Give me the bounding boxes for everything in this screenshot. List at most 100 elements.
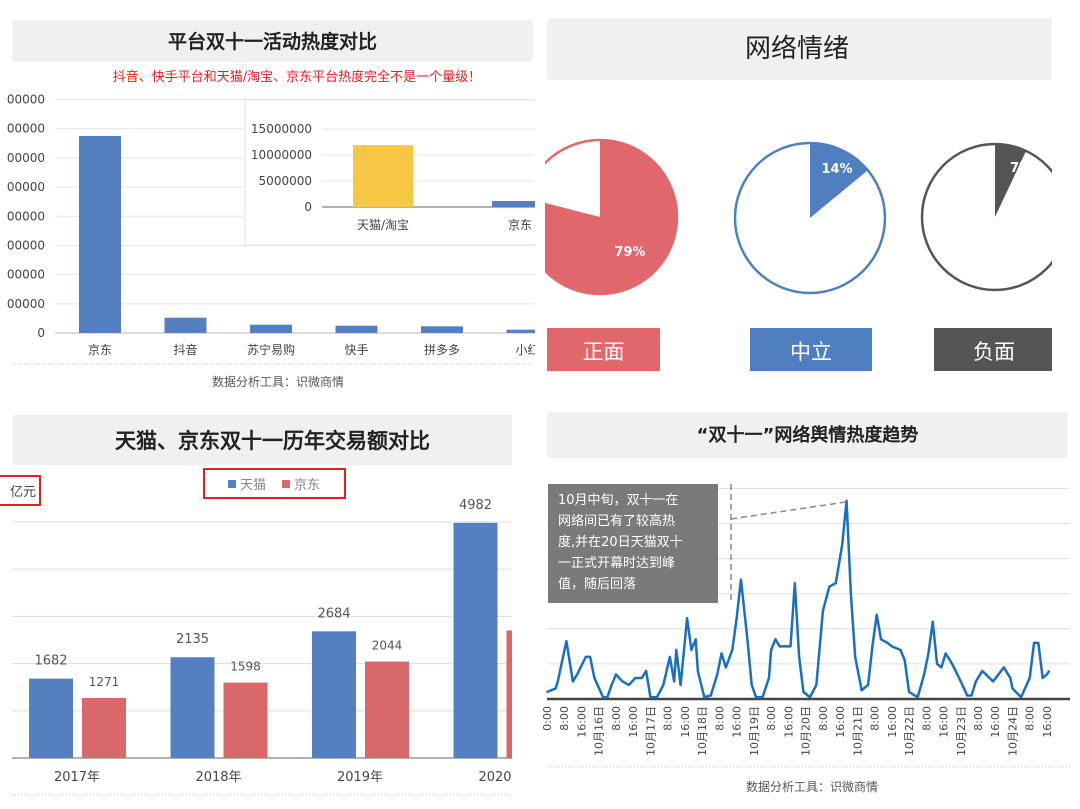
data-label: 1598 bbox=[230, 660, 261, 674]
trend-point bbox=[669, 656, 671, 658]
pie-slice-负面 bbox=[995, 144, 1027, 217]
trend-point bbox=[656, 696, 658, 699]
y-tick-label: 00000 bbox=[7, 209, 45, 223]
unit-label: 亿元 bbox=[10, 485, 36, 500]
bar-京东-2018年 bbox=[223, 682, 268, 758]
trend-point bbox=[981, 670, 984, 672]
y-tick-label: 00000 bbox=[7, 93, 45, 107]
inset-y-tick-label: 0 bbox=[304, 200, 312, 214]
legend-label: 天猫 bbox=[240, 478, 266, 493]
data-label: 2684 bbox=[317, 606, 350, 621]
trend-point bbox=[725, 666, 727, 669]
x-tick-label: 8:00 bbox=[920, 706, 933, 731]
trend-point bbox=[992, 680, 994, 683]
source-label: 数据分析工具：识微商情 bbox=[746, 779, 878, 794]
trend-point bbox=[720, 652, 723, 655]
x-tick-label: 10月23日 bbox=[955, 706, 968, 756]
bar-天猫-2020年 bbox=[453, 522, 498, 758]
trend-point bbox=[903, 659, 906, 662]
title-bar bbox=[547, 412, 1068, 458]
x-tick-label: 16:00 bbox=[1041, 706, 1054, 738]
trend-point bbox=[927, 652, 930, 655]
x-tick-label: 小红 bbox=[515, 342, 539, 357]
chart-title: 网络情绪 bbox=[745, 34, 849, 64]
trend-point bbox=[886, 642, 889, 644]
trend-point bbox=[716, 673, 719, 676]
trend-point bbox=[828, 585, 831, 588]
trend-point bbox=[735, 617, 738, 620]
platform-heat-panel: 平台双十一活动热度对比抖音、快手平台和天猫/淘宝、京东平台热度完全不是一个量级！… bbox=[7, 20, 539, 389]
y-tick-label: 00000 bbox=[7, 151, 45, 165]
bar-苏宁易购 bbox=[250, 324, 292, 333]
trend-point bbox=[871, 645, 874, 648]
title-bar bbox=[12, 415, 512, 465]
data-label: 1271 bbox=[89, 675, 120, 689]
trend-point bbox=[1046, 673, 1048, 676]
trend-point bbox=[860, 689, 863, 692]
title-bar bbox=[547, 18, 1052, 80]
trend-point bbox=[975, 680, 977, 683]
legend-box-正面 bbox=[547, 328, 660, 371]
inset-y-tick-label: 15000000 bbox=[251, 122, 312, 136]
trend-point bbox=[854, 656, 856, 658]
trend-point bbox=[628, 684, 630, 686]
x-tick-label: 10月22日 bbox=[903, 706, 916, 756]
trend-point bbox=[634, 677, 637, 679]
title-bar bbox=[12, 20, 533, 62]
trend-point bbox=[750, 684, 753, 686]
trend-point bbox=[761, 696, 764, 699]
x-tick-label: 16:00 bbox=[679, 706, 692, 738]
inset-y-tick-label: 5000000 bbox=[259, 174, 312, 188]
trend-point bbox=[1037, 642, 1040, 644]
trend-point bbox=[649, 696, 652, 699]
y-tick-label: 00000 bbox=[7, 180, 45, 194]
bar-京东 bbox=[79, 135, 121, 333]
trend-point bbox=[916, 696, 919, 699]
bar-京东-2017年 bbox=[82, 698, 126, 758]
trend-point bbox=[645, 670, 647, 672]
pie-value-label: 7% bbox=[1010, 161, 1032, 176]
trend-point bbox=[746, 638, 749, 641]
legend-box bbox=[203, 468, 346, 499]
legend-box-中立 bbox=[750, 328, 872, 371]
trend-point bbox=[709, 694, 712, 697]
x-tick-label: 16:00 bbox=[627, 706, 640, 738]
x-tick-label: 2020年 bbox=[478, 770, 524, 785]
trend-point bbox=[572, 680, 574, 683]
trend-point bbox=[774, 638, 777, 641]
x-tick-label: 2018年 bbox=[195, 770, 241, 785]
source-label: 数据分析工具：识微商情 bbox=[212, 374, 344, 389]
trend-point bbox=[841, 543, 844, 546]
y-tick-label: 00000 bbox=[7, 297, 45, 311]
legend-swatch-天猫 bbox=[228, 480, 236, 488]
trend-point bbox=[554, 687, 557, 690]
bar-小红 bbox=[506, 329, 535, 333]
trend-point bbox=[641, 677, 643, 679]
trend-point bbox=[662, 684, 665, 686]
trend-point bbox=[867, 684, 869, 686]
trend-point bbox=[615, 673, 617, 676]
trend-point bbox=[1020, 696, 1022, 699]
x-tick-label: 16:00 bbox=[834, 706, 847, 738]
x-tick-label: 16:00 bbox=[575, 706, 588, 738]
trend-point bbox=[1048, 670, 1050, 672]
trend-point bbox=[899, 649, 902, 651]
data-label: 4982 bbox=[459, 498, 492, 513]
chart-title: 平台双十一活动热度对比 bbox=[168, 30, 377, 53]
trend-point bbox=[1011, 687, 1014, 690]
trend-point bbox=[875, 613, 878, 616]
x-tick-label: 快手 bbox=[344, 343, 368, 357]
trend-point bbox=[880, 638, 882, 641]
trend-point bbox=[740, 578, 742, 581]
trend-point bbox=[768, 677, 770, 679]
data-label: 2135 bbox=[176, 632, 209, 647]
y-tick-label: 0 bbox=[37, 326, 45, 340]
trend-point bbox=[822, 610, 824, 613]
trend-point bbox=[923, 673, 925, 676]
legend-label: 正面 bbox=[583, 340, 625, 364]
inset-bar-天猫/淘宝 bbox=[353, 145, 413, 207]
trend-point bbox=[970, 694, 973, 697]
pie-slice-中立 bbox=[810, 143, 868, 218]
